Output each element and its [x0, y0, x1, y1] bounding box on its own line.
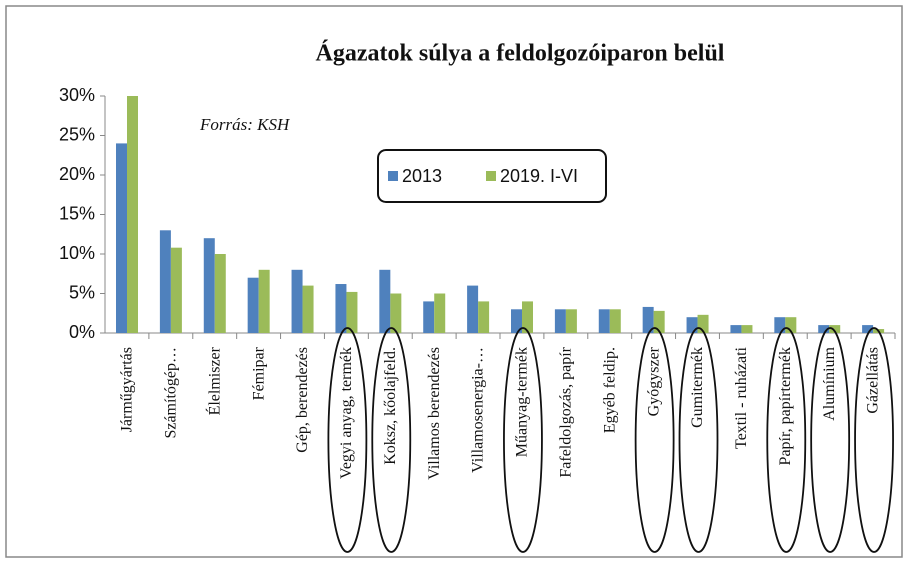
bar	[818, 325, 830, 333]
y-tick-label: 30%	[59, 85, 95, 105]
bar	[522, 301, 533, 333]
x-tick-label: Fémipar	[250, 346, 267, 400]
x-tick-label: Gázellátás	[865, 347, 882, 414]
bar	[159, 230, 171, 333]
bar	[829, 325, 841, 333]
bar	[203, 238, 215, 333]
annotation: Forrás: KSH	[199, 115, 291, 134]
bar	[697, 314, 709, 333]
bar	[390, 293, 402, 333]
bar	[214, 254, 226, 333]
y-tick-label: 10%	[59, 243, 95, 263]
bar	[774, 317, 786, 333]
y-tick-label: 15%	[59, 203, 95, 223]
bar	[291, 269, 303, 333]
x-tick-label: Gumitermék	[689, 347, 706, 428]
bar	[467, 285, 479, 333]
bar	[170, 247, 182, 333]
bar	[565, 309, 577, 333]
x-tick-label: Koksz, kőolajfeld.	[382, 347, 399, 465]
x-tick-label: Gép, berendezés	[294, 347, 311, 453]
bar	[554, 309, 566, 333]
legend-label: 2013	[402, 166, 442, 186]
bar	[653, 310, 665, 333]
highlight-ellipse	[371, 327, 412, 553]
x-tick-label: Alumínium	[821, 346, 838, 420]
y-tick-label: 0%	[69, 322, 95, 342]
y-tick-label: 5%	[69, 282, 95, 302]
bar	[478, 301, 490, 333]
bar	[642, 306, 654, 333]
legend-swatch	[388, 171, 398, 181]
bar	[741, 325, 753, 333]
chart-title: Ágazatok súlya a feldolgozóiparon belül	[316, 41, 725, 67]
x-tick-label: Műanyag-termék	[514, 347, 531, 457]
bar	[730, 325, 742, 333]
bar	[379, 269, 391, 333]
legend-label: 2019. I-VI	[500, 166, 578, 186]
x-tick-label: Villamosenergia-…	[470, 347, 487, 473]
bar	[258, 269, 270, 333]
frame	[5, 5, 903, 558]
highlight-ellipse	[810, 327, 851, 553]
x-tick-label: Vegyi anyag, termék	[338, 347, 355, 479]
bar	[423, 301, 435, 333]
y-tick-label: 25%	[59, 124, 95, 144]
legend-swatch	[486, 171, 496, 181]
highlight-ellipse	[854, 327, 894, 553]
x-tick-label: Számítógép…	[163, 347, 180, 439]
y-tick-label: 20%	[59, 164, 95, 184]
bar	[785, 317, 797, 333]
x-tick-label: Egyéb feldip.	[601, 347, 618, 433]
highlight-ellipse	[503, 327, 543, 553]
x-tick-label: Villamos berendezés	[426, 347, 443, 480]
bar	[302, 285, 314, 333]
highlight-ellipse	[327, 327, 368, 553]
bar	[335, 284, 347, 333]
bar	[609, 309, 621, 333]
highlight-ellipse	[634, 327, 675, 553]
x-tick-label: Élelmiszer	[204, 346, 223, 415]
bar	[598, 309, 610, 333]
bar	[247, 277, 259, 333]
x-tick-label: Járműgyártás	[119, 347, 136, 432]
x-tick-label: Papír, papírtermék	[777, 347, 794, 465]
bar	[434, 293, 446, 333]
bar	[116, 143, 127, 333]
highlight-ellipse	[766, 327, 807, 553]
bar	[511, 309, 522, 333]
x-tick-label: Gyógyszer	[645, 346, 662, 416]
bar	[862, 325, 874, 333]
bar	[346, 291, 358, 333]
bar	[686, 317, 698, 333]
x-tick-label: Textil - ruházati	[733, 346, 750, 449]
x-tick-label: Fafeldolgozás, papír	[558, 346, 575, 477]
highlight-ellipse	[678, 327, 719, 553]
bar	[127, 96, 138, 333]
